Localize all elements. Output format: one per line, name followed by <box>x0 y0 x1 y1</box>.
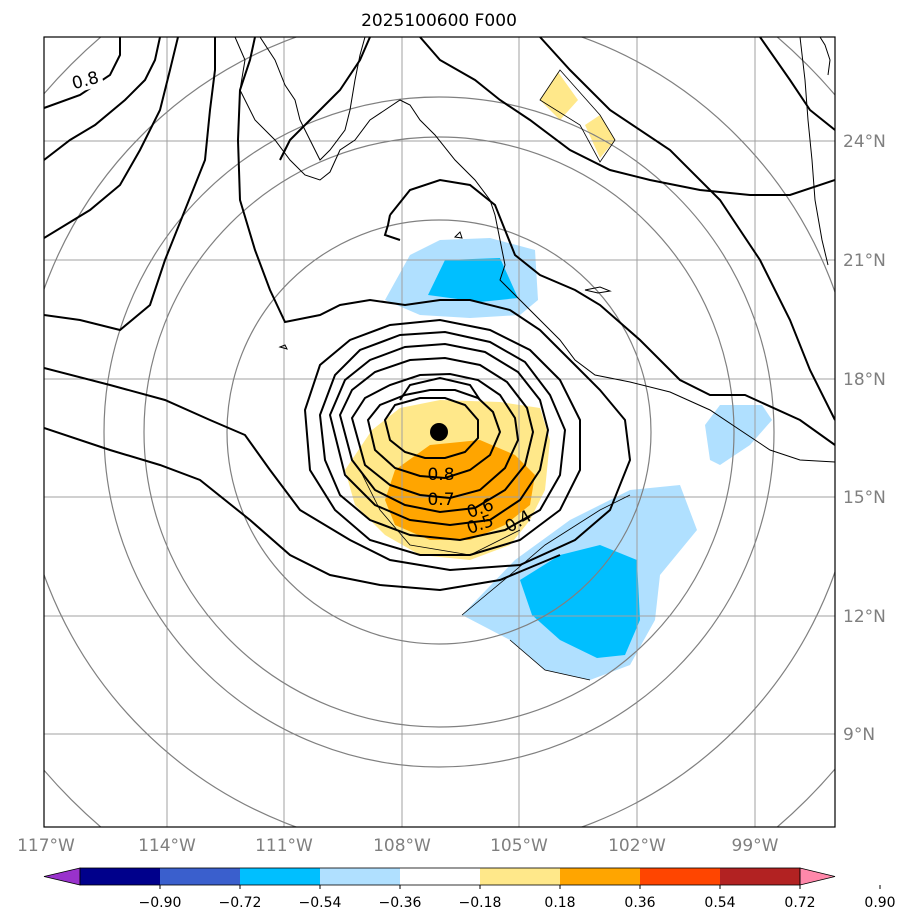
lon-label: 102°W <box>608 836 666 856</box>
lon-label: 117°W <box>17 836 75 856</box>
lon-label: 114°W <box>138 836 196 856</box>
colorbar-tick-label: 0.90 <box>864 895 895 911</box>
colorbar-segment <box>240 868 321 885</box>
colorbar-segment <box>160 868 241 885</box>
colorbar-segment <box>80 868 161 885</box>
colorbar: −0.90 −0.72 −0.54 −0.36 −0.18 0.18 0.36 0.54 0.7… <box>43 867 896 911</box>
contour-label-07: 0.7 <box>427 490 454 510</box>
lat-label: 9°N <box>843 725 875 745</box>
colorbar-tick-label: 0.54 <box>704 895 735 911</box>
lat-label: 12°N <box>843 607 886 627</box>
colorbar-segment <box>640 868 721 885</box>
contours <box>44 37 835 592</box>
colorbar-tick-label: 0.36 <box>624 895 655 911</box>
positive-anomaly-ne <box>540 72 615 158</box>
colorbar-segment <box>480 868 561 885</box>
lat-label: 21°N <box>843 251 886 271</box>
colorbar-segment <box>320 868 401 885</box>
colorbar-tick-label: 0.18 <box>544 895 575 911</box>
colorbar-tick-label: −0.90 <box>139 895 182 911</box>
colorbar-tick-label: −0.18 <box>459 895 502 911</box>
map-title: 2025100600 F000 <box>361 11 517 31</box>
colorbar-segment <box>400 868 481 885</box>
negative-anomaly-east-light <box>705 405 772 465</box>
lon-label: 99°W <box>732 836 779 856</box>
colorbar-tick-label: 0.72 <box>784 895 815 911</box>
negative-anomaly-north-mid <box>428 258 518 302</box>
colorbar-tick-label: −0.72 <box>219 895 262 911</box>
latitude-labels: 24°N 21°N 18°N 15°N 12°N 9°N <box>843 132 886 745</box>
colorbar-segment <box>720 868 801 885</box>
colorbar-tick-label: −0.54 <box>299 895 342 911</box>
negative-anomaly-se-mid <box>520 545 640 658</box>
colorbar-extend-high <box>799 867 836 886</box>
longitude-labels: 117°W 114°W 111°W 108°W 105°W 102°W 99°W <box>17 836 779 856</box>
lat-label: 24°N <box>843 132 886 152</box>
map-frame <box>43 36 836 828</box>
lon-label: 105°W <box>490 836 548 856</box>
colorbar-segment <box>560 868 641 885</box>
lon-label: 111°W <box>255 836 313 856</box>
shaded-field <box>345 72 772 680</box>
lat-label: 18°N <box>843 370 886 390</box>
colorbar-tick-label: −0.36 <box>379 895 422 911</box>
contour-label-08: 0.8 <box>427 465 454 485</box>
coastlines <box>234 37 835 681</box>
lat-label: 15°N <box>843 488 886 508</box>
lon-label: 108°W <box>373 836 431 856</box>
colorbar-frame <box>79 867 801 886</box>
storm-center-marker <box>430 423 448 441</box>
colorbar-extend-low <box>43 867 81 886</box>
